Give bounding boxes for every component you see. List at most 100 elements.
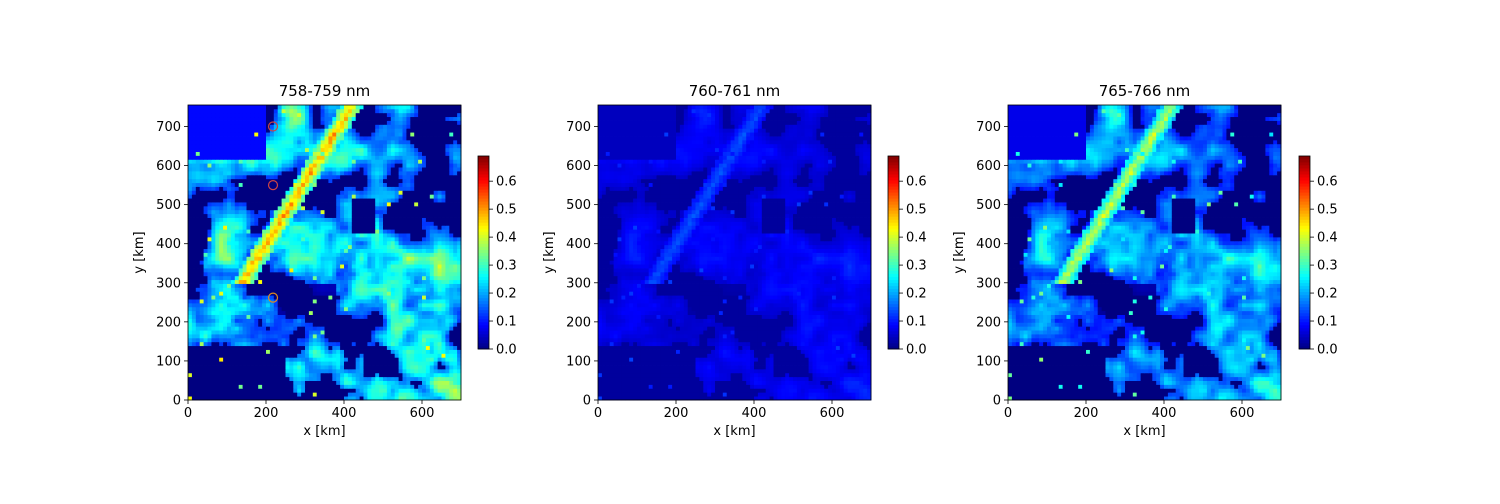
heatmap-cell (227, 244, 232, 250)
heatmap-cell (383, 326, 388, 331)
heatmap-cell (230, 299, 236, 304)
heatmap-cell (207, 256, 212, 261)
heatmap-cell (223, 264, 228, 269)
heatmap-cell (234, 372, 240, 378)
heatmap-cell (305, 349, 310, 354)
heatmap-cell (406, 209, 411, 215)
heatmap-cell (188, 213, 193, 218)
heatmap-cell (422, 252, 427, 257)
heatmap-cell (258, 233, 263, 238)
heatmap-cell (332, 205, 337, 211)
heatmap-cell (394, 217, 399, 222)
heatmap-cell (308, 357, 314, 362)
heatmap-cell (320, 326, 325, 331)
heatmap-cell (211, 353, 216, 358)
heatmap-cell (293, 143, 298, 149)
heatmap-cell (215, 240, 220, 246)
heatmap-cell (234, 186, 240, 191)
heatmap-cell (320, 182, 325, 187)
heatmap-cell (363, 314, 368, 319)
heatmap-cell (441, 182, 446, 187)
heatmap-cell (328, 353, 333, 358)
heatmap-cell (238, 268, 243, 273)
heatmap-cell (355, 170, 360, 176)
heatmap-cell (433, 368, 438, 374)
heatmap-cell (441, 337, 446, 343)
heatmap-cell (305, 252, 310, 257)
heatmap-cell (347, 139, 353, 145)
heatmap-cell (441, 217, 446, 222)
heatmap-cell (195, 167, 201, 172)
heatmap-cell (457, 155, 462, 160)
heatmap-cell (445, 248, 450, 253)
heatmap-cell (234, 143, 240, 149)
heatmap-cell (328, 225, 333, 230)
heatmap-cell (371, 221, 376, 226)
heatmap-cell (359, 334, 364, 339)
heatmap-cell (406, 326, 411, 331)
heatmap-cell (425, 174, 431, 180)
heatmap-cell (351, 256, 357, 261)
heatmap-cell (398, 330, 403, 335)
heatmap-cell (367, 136, 372, 141)
heatmap-cell (347, 236, 353, 242)
heatmap-cell (457, 244, 462, 250)
heatmap-cell (305, 372, 310, 378)
heatmap-cell (223, 198, 228, 203)
heatmap-cell (371, 279, 376, 284)
heatmap-cell (285, 194, 290, 199)
heatmap-cell (390, 345, 396, 350)
heatmap-cell (285, 229, 290, 234)
heatmap-cell (312, 256, 318, 261)
heatmap-cell (254, 310, 259, 315)
heatmap-cell (262, 392, 267, 397)
heatmap-cell (328, 326, 333, 331)
heatmap-cell (394, 170, 399, 176)
heatmap-cell (273, 170, 279, 176)
heatmap-cell (230, 341, 236, 347)
heatmap-cell (418, 302, 423, 308)
heatmap-cell (379, 268, 384, 273)
heatmap-cell (433, 279, 438, 284)
heatmap-cell (367, 326, 372, 331)
heatmap-cell (281, 314, 286, 319)
heatmap-cell (359, 136, 364, 141)
heatmap-cell (301, 159, 306, 164)
heatmap-cell (211, 233, 216, 238)
heatmap-cell (262, 271, 267, 277)
heatmap-cell (277, 139, 282, 145)
heatmap-cell (402, 233, 407, 238)
heatmap-cell (324, 233, 329, 238)
heatmap-cell (371, 202, 376, 207)
heatmap-cell (429, 396, 435, 401)
heatmap-cell (457, 380, 462, 385)
heatmap-cell (383, 198, 388, 203)
heatmap-cell (242, 167, 247, 172)
heatmap-cell (297, 306, 302, 312)
heatmap-cell (227, 310, 232, 315)
heatmap-cell (422, 279, 427, 284)
heatmap-cell (371, 314, 376, 319)
heatmap-cell (414, 124, 419, 129)
heatmap-cell (402, 349, 407, 354)
heatmap-cell (246, 349, 251, 354)
heatmap-cell (359, 139, 364, 145)
heatmap-cell (410, 147, 415, 152)
heatmap-cell (277, 291, 282, 296)
heatmap-cell (188, 349, 193, 354)
heatmap-cell (355, 322, 360, 327)
heatmap-cell (223, 128, 228, 133)
heatmap-cell (332, 233, 337, 238)
heatmap-cell (383, 337, 388, 343)
heatmap-cell (254, 365, 259, 370)
heatmap-cell (379, 167, 384, 172)
heatmap-cell (324, 136, 329, 141)
heatmap-cell (433, 283, 438, 288)
heatmap-cell (250, 120, 255, 125)
heatmap-cell (281, 260, 286, 265)
heatmap-cell (410, 124, 415, 129)
heatmap-cell (266, 264, 271, 269)
heatmap-cell (375, 299, 380, 304)
heatmap-cell (281, 233, 286, 238)
heatmap-cell (227, 388, 232, 393)
